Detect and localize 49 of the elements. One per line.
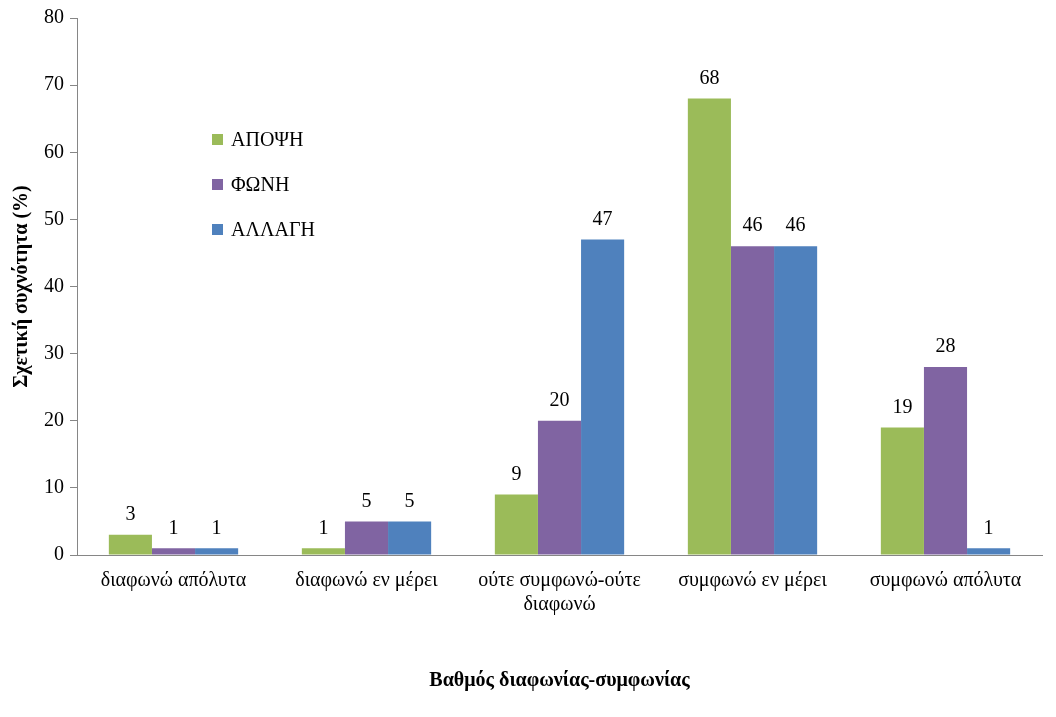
bar	[774, 246, 818, 555]
y-tick-label: 10	[44, 475, 64, 498]
y-tick-label: 70	[44, 72, 64, 95]
data-label: 3	[125, 502, 136, 525]
data-label: 46	[742, 213, 763, 236]
y-axis-title: Σχετική συχνότητα (%)	[9, 185, 33, 388]
x-tick-label: ούτε συμφωνώ-ούτε διαφωνώ	[478, 568, 641, 616]
data-label: 5	[361, 488, 372, 511]
bar	[880, 427, 924, 555]
legend-label: ΑΛΛΑΓΗ	[231, 218, 315, 241]
data-label: 1	[318, 515, 329, 538]
legend-label: ΦΩΝΗ	[231, 173, 290, 196]
y-tick-label: 30	[44, 340, 64, 363]
bar	[537, 420, 582, 555]
y-tick-label: 40	[44, 273, 64, 296]
bar	[344, 521, 389, 555]
bar	[388, 521, 432, 555]
x-axis-title: Βαθμός διαφωνίας-συμφωνίας	[429, 668, 691, 692]
bar	[151, 548, 196, 555]
bar	[967, 548, 1011, 555]
y-tick-label: 0	[54, 542, 64, 565]
y-tick-label: 60	[44, 139, 64, 162]
bar	[108, 534, 152, 555]
data-label: 5	[404, 488, 415, 511]
bar	[730, 246, 775, 555]
data-label: 68	[699, 65, 720, 88]
bar	[687, 98, 731, 555]
bar	[923, 367, 968, 555]
y-tick-label: 20	[44, 408, 64, 430]
data-label: 47	[592, 206, 613, 229]
data-label: 28	[935, 334, 956, 357]
data-label: 1	[983, 515, 994, 538]
data-label: 9	[511, 461, 522, 484]
data-label: 1	[211, 515, 222, 538]
data-label: 46	[785, 213, 806, 236]
data-label: 1	[168, 515, 179, 538]
x-tick-label: συμφωνώ απόλυτα	[869, 568, 1022, 592]
bar	[301, 548, 345, 555]
bar	[195, 548, 239, 555]
data-label: 19	[892, 394, 913, 417]
x-tick-label: διαφωνώ εν μέρει	[295, 568, 439, 592]
bar	[494, 494, 538, 555]
y-tick-label: 50	[44, 206, 64, 229]
data-label: 20	[549, 388, 570, 410]
legend-label: ΑΠΟΨΗ	[231, 128, 304, 151]
y-tick-label: 80	[44, 5, 64, 28]
bar	[581, 239, 625, 555]
x-tick-label: διαφωνώ απόλυτα	[100, 568, 247, 592]
x-tick-label: συμφωνώ εν μέρει	[678, 568, 828, 592]
